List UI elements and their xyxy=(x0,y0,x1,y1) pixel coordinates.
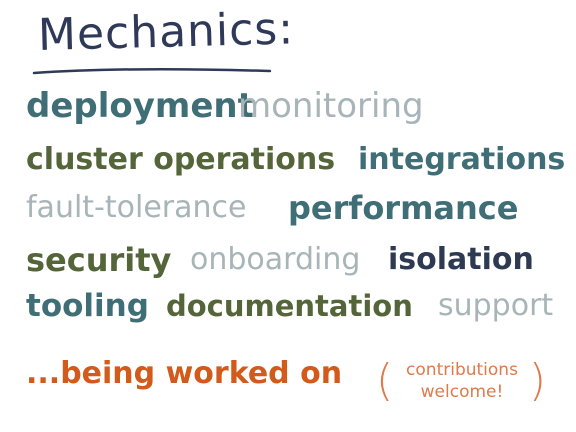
topic-cluster-operations: cluster operations xyxy=(26,142,336,177)
close-paren-icon: ) xyxy=(528,355,546,406)
topic-documentation: documentation xyxy=(166,289,413,323)
topic-performance: performance xyxy=(288,189,519,227)
topic-security: security xyxy=(26,241,172,279)
topic-fault-tolerance: fault-tolerance xyxy=(26,190,247,225)
contributions-note: ( contributions welcome! ) xyxy=(376,356,546,416)
status-text: ...being worked on xyxy=(26,356,343,391)
title-underline xyxy=(32,68,272,75)
topic-isolation: isolation xyxy=(388,242,534,277)
topic-integrations: integrations xyxy=(358,142,566,177)
page-title: Mechanics: xyxy=(37,3,295,61)
topic-deployment: deployment xyxy=(26,86,254,126)
note-line-1: contributions xyxy=(406,360,518,380)
topic-tooling: tooling xyxy=(26,288,149,324)
open-paren-icon: ( xyxy=(376,355,394,406)
topic-support: support xyxy=(438,288,554,323)
topic-onboarding: onboarding xyxy=(190,242,361,277)
topic-monitoring: monitoring xyxy=(238,86,424,126)
note-line-2: welcome! xyxy=(420,382,504,402)
